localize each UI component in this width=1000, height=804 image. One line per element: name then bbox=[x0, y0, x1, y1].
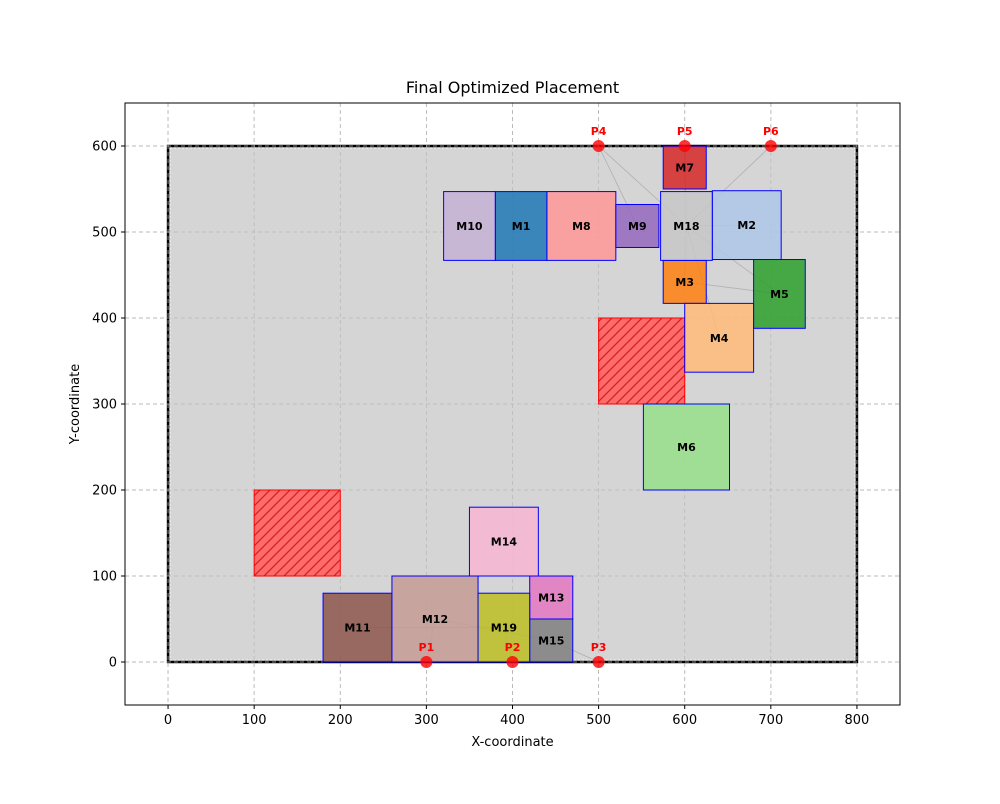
macro-rect bbox=[753, 259, 806, 329]
pin-marker bbox=[764, 140, 777, 152]
macro-m13: M13 bbox=[529, 575, 574, 620]
macro-rect bbox=[711, 190, 782, 261]
macro-label: M8 bbox=[572, 220, 591, 233]
y-tick-label: 100 bbox=[92, 570, 117, 585]
macro-rect bbox=[443, 191, 496, 261]
pin-marker bbox=[678, 140, 691, 152]
macro-rect bbox=[322, 592, 393, 663]
macro-m7: M7 bbox=[662, 145, 707, 190]
pin-marker bbox=[420, 656, 433, 668]
macro-rect bbox=[546, 191, 617, 261]
pin-p1: P1 bbox=[419, 641, 435, 668]
pin-label: P2 bbox=[505, 641, 521, 654]
macro-rect bbox=[662, 259, 707, 304]
macro-label: M3 bbox=[675, 276, 694, 289]
x-tick-label: 0 bbox=[164, 713, 172, 728]
macro-rect bbox=[477, 592, 531, 663]
macro-m4: M4 bbox=[684, 302, 755, 373]
macro-rect bbox=[529, 618, 574, 663]
pin-p2: P2 bbox=[505, 641, 521, 668]
macro-m1: M1 bbox=[494, 191, 548, 261]
macro-m3: M3 bbox=[662, 259, 707, 304]
pin-label: P3 bbox=[591, 641, 607, 654]
y-tick-label: 500 bbox=[92, 226, 117, 241]
macro-m2: M2 bbox=[711, 190, 782, 261]
x-axis-label: X-coordinate bbox=[471, 735, 553, 750]
macro-m6: M6 bbox=[642, 403, 731, 491]
pin-label: P1 bbox=[419, 641, 435, 654]
macro-label: M12 bbox=[422, 613, 448, 626]
macro-m14: M14 bbox=[468, 506, 539, 577]
pin-p5: P5 bbox=[677, 125, 693, 152]
macro-label: M4 bbox=[710, 332, 729, 345]
macro-label: M14 bbox=[491, 536, 518, 549]
y-tick-label: 600 bbox=[92, 140, 117, 155]
macro-m15: M15 bbox=[529, 618, 574, 663]
macro-m5: M5 bbox=[753, 259, 806, 329]
macro-m8: M8 bbox=[546, 191, 617, 261]
x-tick-label: 500 bbox=[586, 713, 611, 728]
blockage bbox=[598, 317, 686, 405]
macro-rect bbox=[660, 191, 713, 261]
blockage bbox=[253, 489, 341, 577]
pin-label: P4 bbox=[591, 125, 607, 138]
macro-m9: M9 bbox=[615, 203, 660, 248]
pin-label: P5 bbox=[677, 125, 693, 138]
pin-label: P6 bbox=[763, 125, 779, 138]
macro-m19: M19 bbox=[477, 592, 531, 663]
macro-label: M1 bbox=[512, 220, 531, 233]
macro-m18: M18 bbox=[660, 191, 713, 261]
pin-marker bbox=[506, 656, 519, 668]
x-tick-label: 400 bbox=[500, 713, 525, 728]
macro-rect bbox=[468, 506, 539, 577]
x-tick-label: 200 bbox=[328, 713, 353, 728]
y-tick-label: 0 bbox=[109, 656, 117, 671]
pin-p3: P3 bbox=[591, 641, 607, 668]
x-tick-label: 100 bbox=[242, 713, 267, 728]
macro-label: M19 bbox=[491, 622, 517, 635]
macro-m11: M11 bbox=[322, 592, 393, 663]
macro-label: M7 bbox=[675, 162, 694, 175]
x-tick-label: 700 bbox=[758, 713, 783, 728]
pin-p4: P4 bbox=[591, 125, 607, 152]
y-tick-label: 300 bbox=[92, 398, 117, 413]
macro-label: M5 bbox=[770, 288, 789, 301]
macro-rect bbox=[642, 403, 731, 491]
chart-title: Final Optimized Placement bbox=[406, 78, 619, 97]
x-tick-label: 300 bbox=[414, 713, 439, 728]
macro-m10: M10 bbox=[443, 191, 496, 261]
x-tick-label: 600 bbox=[672, 713, 697, 728]
macro-label: M10 bbox=[456, 220, 483, 233]
macro-rect bbox=[662, 145, 707, 190]
macro-label: M2 bbox=[737, 219, 756, 232]
y-axis-label: Y-coordinate bbox=[68, 364, 83, 445]
pin-marker bbox=[592, 140, 605, 152]
macro-label: M6 bbox=[677, 441, 696, 454]
y-tick-label: 400 bbox=[92, 312, 117, 327]
macro-rect bbox=[684, 302, 755, 373]
pin-marker bbox=[592, 656, 605, 668]
macro-rect bbox=[615, 203, 660, 248]
macro-m12: M12 bbox=[391, 575, 479, 663]
axis-ticks: 0 100 200 300 400 500 600 700 800 0 100 200 300 400 50… bbox=[92, 140, 869, 729]
macro-label: M11 bbox=[344, 622, 370, 635]
pin-p6: P6 bbox=[763, 125, 779, 152]
x-tick-label: 800 bbox=[845, 713, 870, 728]
macro-label: M18 bbox=[673, 220, 699, 233]
macro-label: M15 bbox=[538, 635, 564, 648]
macro-rect bbox=[391, 575, 479, 663]
macro-label: M9 bbox=[628, 220, 647, 233]
y-tick-label: 200 bbox=[92, 484, 117, 499]
macro-label: M13 bbox=[538, 592, 564, 605]
